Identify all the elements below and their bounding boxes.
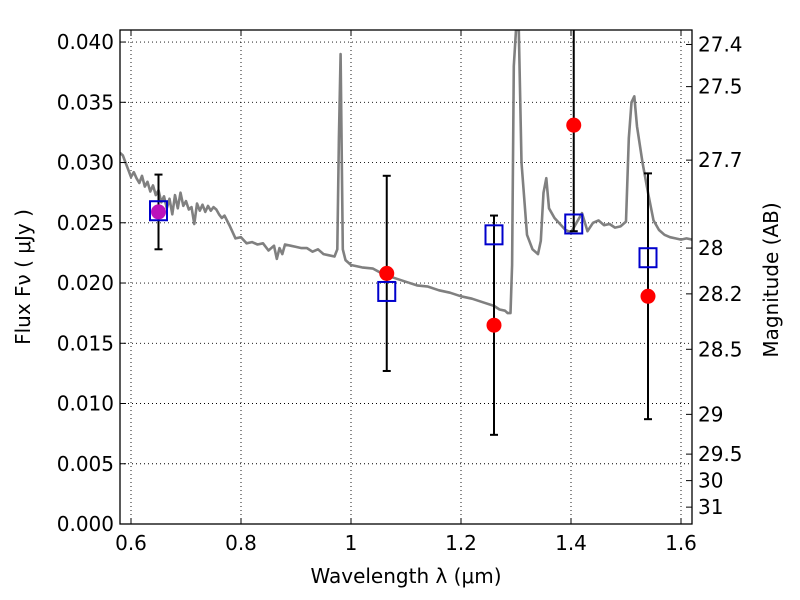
x-tick-label: 0.8 — [225, 531, 257, 555]
x-tick-label: 1 — [345, 531, 358, 555]
axis-ticks: 0.6 0.8 1 1.2 1.4 1.6 0.000 0.005 0.010 0.015 0.02… — [57, 30, 743, 555]
grid — [120, 30, 692, 525]
y2-tick-label: 28 — [698, 236, 723, 260]
y-tick-label: 0.035 — [57, 90, 114, 114]
y2-tick-label: 27.5 — [698, 75, 743, 99]
data-layer — [120, 30, 692, 315]
x-tick-label: 1.4 — [555, 531, 587, 555]
y-tick-label: 0.020 — [57, 271, 114, 295]
observed-point — [640, 288, 656, 304]
observed-point — [566, 117, 582, 133]
y2-tick-label: 29.5 — [698, 442, 743, 466]
observed-point — [379, 265, 395, 281]
y-tick-label: 0.025 — [57, 211, 114, 235]
x-tick-label: 0.6 — [115, 531, 147, 555]
y-tick-label: 0.030 — [57, 151, 114, 175]
markers — [149, 117, 658, 333]
y2-axis-title: Magnitude (AB) — [759, 202, 783, 357]
model-square-marker — [484, 224, 504, 246]
spectrum-line — [120, 30, 692, 315]
observed-point — [151, 204, 166, 220]
error-bars — [154, 30, 652, 436]
x-axis-title: Wavelength λ (μm) — [310, 564, 501, 588]
y2-tick-label: 31 — [698, 495, 723, 519]
y-tick-label: 0.015 — [57, 331, 114, 355]
y2-tick-label: 30 — [698, 469, 723, 493]
model-square-marker — [638, 247, 658, 269]
y2-tick-label: 27.4 — [698, 32, 743, 56]
y-tick-label: 0.040 — [57, 30, 114, 54]
y2-tick-label: 28.2 — [698, 282, 743, 306]
y-axis-title: Flux Fν ( μJy ) — [11, 209, 35, 345]
y2-tick-label: 28.5 — [698, 337, 743, 361]
y-tick-label: 0.000 — [57, 512, 114, 536]
y2-tick-label: 27.7 — [698, 148, 743, 172]
y-tick-label: 0.010 — [57, 392, 114, 416]
y-tick-label: 0.005 — [57, 452, 114, 476]
plot-frame — [119, 29, 693, 525]
model-square-marker — [149, 200, 168, 222]
x-tick-label: 1.6 — [665, 531, 697, 555]
x-tick-label: 1.2 — [445, 531, 477, 555]
observed-point — [486, 317, 502, 333]
model-square-marker — [377, 280, 397, 302]
model-square-marker — [564, 213, 584, 235]
y2-tick-label: 29 — [698, 402, 723, 426]
